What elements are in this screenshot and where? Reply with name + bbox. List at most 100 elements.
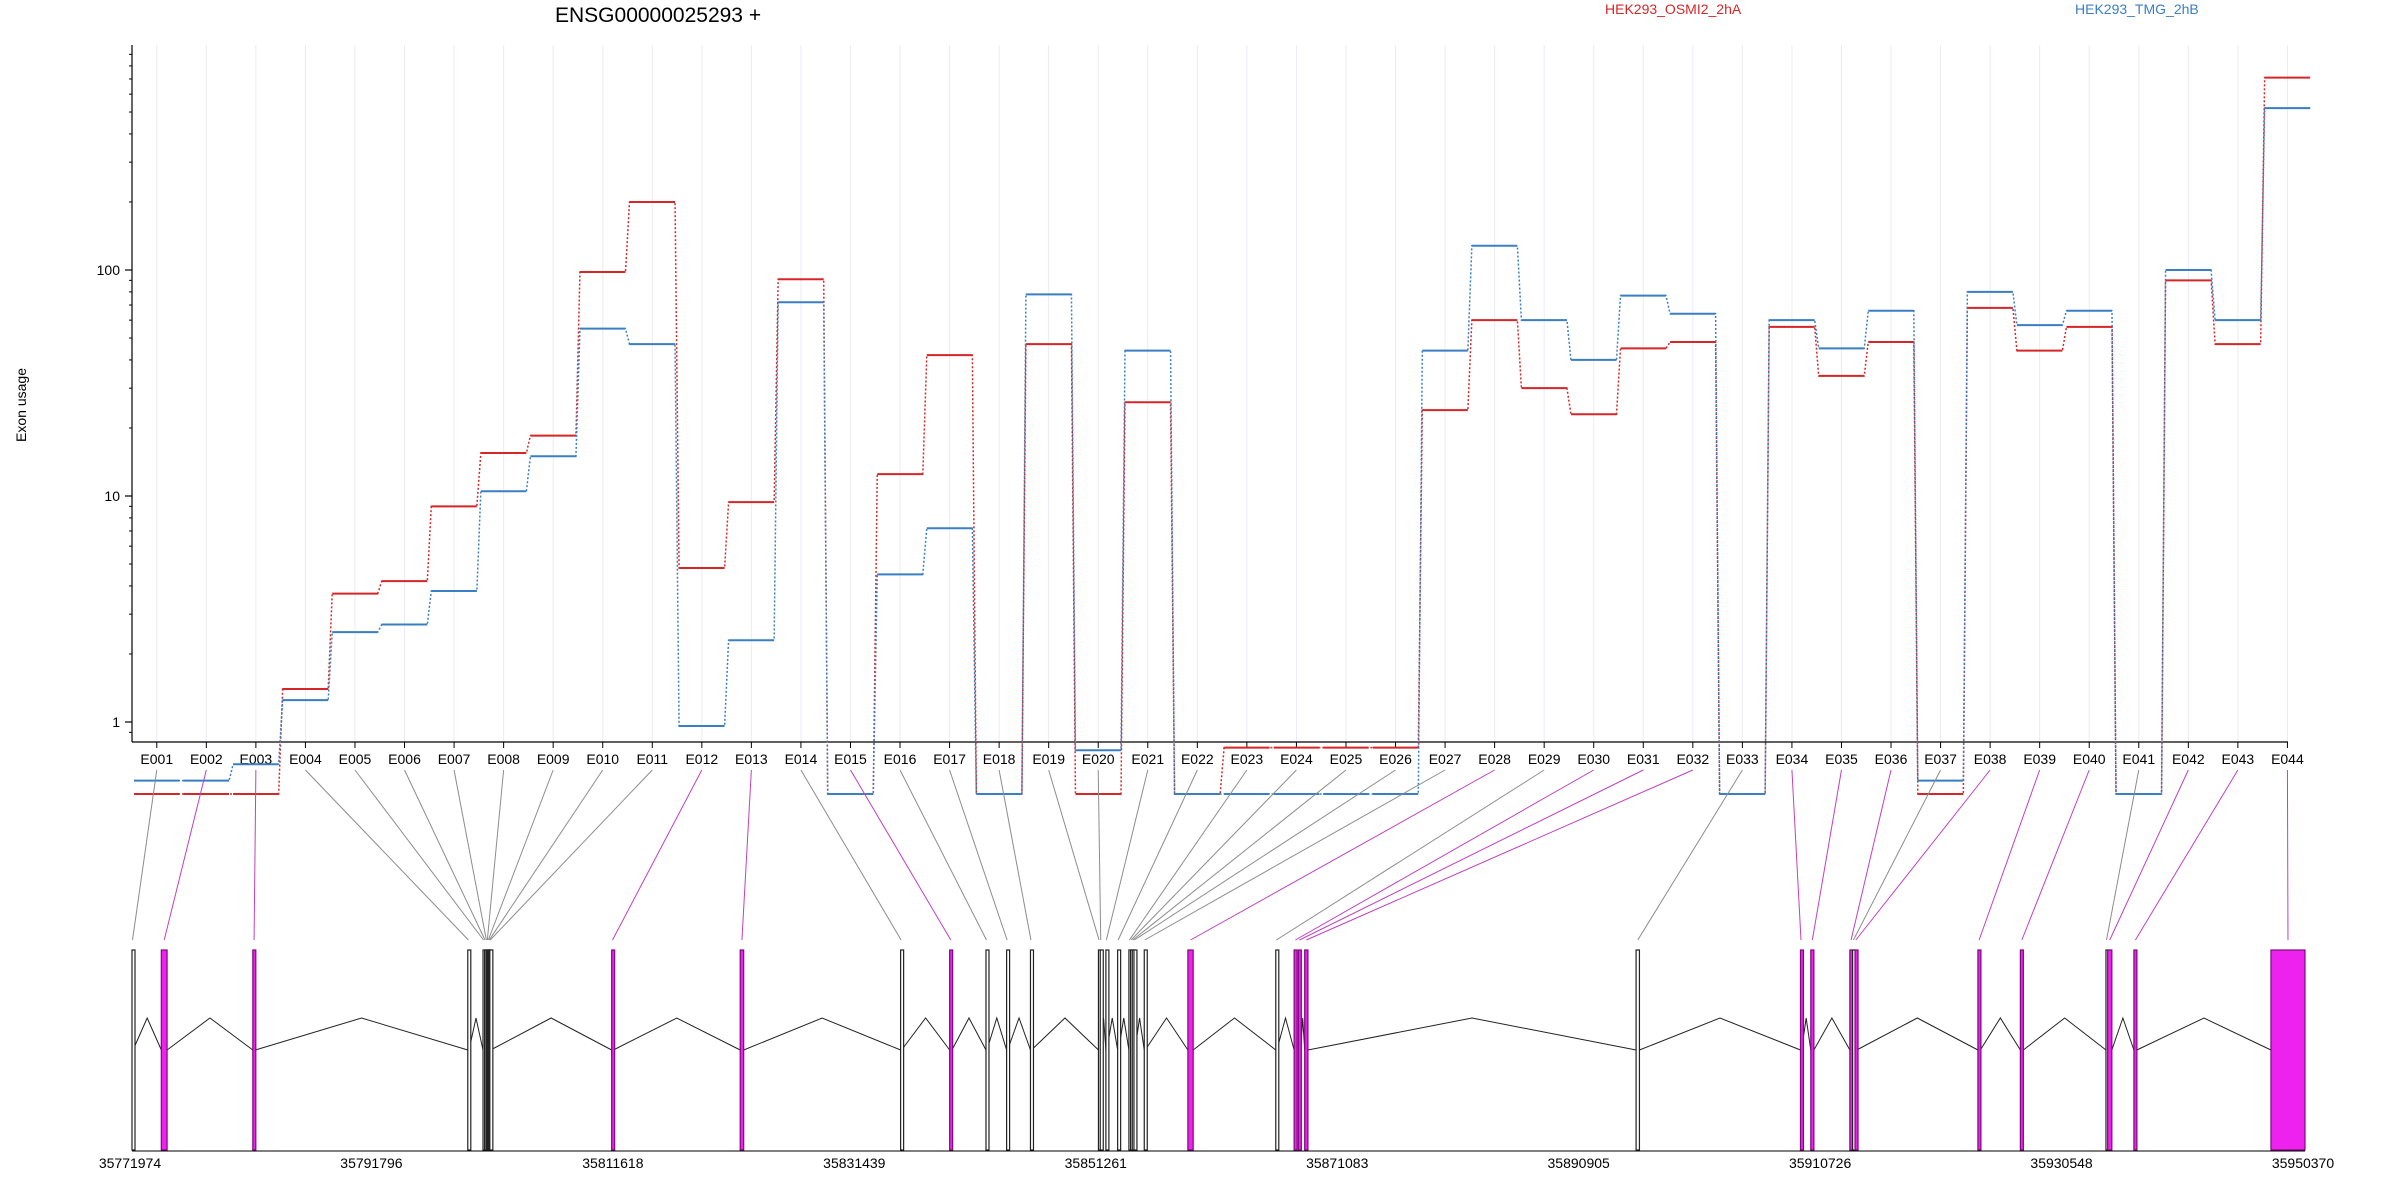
- exon-connector: [1144, 769, 1446, 941]
- gene-model: 35771974 35791796 35811618 35831439 35851261…: [99, 949, 2334, 1171]
- exon-connector: [1132, 769, 1347, 941]
- exon-box: [900, 949, 905, 1151]
- x-tick-label: E006: [388, 751, 421, 767]
- x-tick-label: E020: [1082, 751, 1115, 767]
- exon-box: [1187, 949, 1194, 1151]
- intron-line: [1813, 1016, 1851, 1051]
- intron-line: [132, 1016, 162, 1051]
- intron-line: [901, 1017, 951, 1051]
- x-tick-label: E018: [983, 751, 1016, 767]
- coordinate-label: 35890905: [1548, 1155, 1611, 1171]
- exon-box: [160, 949, 168, 1151]
- y-tick-label: 1: [112, 714, 120, 730]
- exon-box: [739, 949, 745, 1151]
- exon-box: [985, 949, 990, 1151]
- intron-line: [2111, 1016, 2135, 1051]
- series-osmi2: [134, 76, 2311, 796]
- x-tick-label: E027: [1429, 751, 1462, 767]
- intron-line: [613, 1017, 741, 1051]
- exon-connector: [2286, 769, 2289, 941]
- exon-connector: [132, 769, 158, 941]
- chart-title: ENSG00000025293 +: [555, 4, 761, 27]
- exon-connector: [1791, 769, 1802, 941]
- exon-connector: [612, 769, 703, 941]
- intron-line: [1031, 1017, 1099, 1051]
- x-tick-label: E002: [190, 751, 223, 767]
- intron-line: [1856, 1017, 1979, 1051]
- intron-line: [166, 1017, 254, 1051]
- exon-box: [1275, 949, 1280, 1151]
- x-tick-label: E009: [537, 751, 570, 767]
- exon-connector: [453, 769, 487, 941]
- x-tick-label: E032: [1676, 751, 1709, 767]
- exon-box: [1810, 949, 1815, 1151]
- exon-connector: [486, 769, 505, 941]
- exon-box: [1099, 949, 1104, 1151]
- x-tick-label: E007: [438, 751, 471, 767]
- coordinate-label: 35831439: [823, 1155, 886, 1171]
- exon-connector: [1853, 769, 1942, 941]
- exon-box: [1635, 949, 1641, 1151]
- x-tick-label: E040: [2073, 751, 2106, 767]
- x-tick-label: E012: [685, 751, 718, 767]
- x-tick-label: E023: [1231, 751, 1264, 767]
- exon-box: [949, 949, 954, 1151]
- exon-box: [1297, 949, 1302, 1151]
- exon-connector: [2106, 769, 2140, 941]
- exon-connector: [1295, 769, 1594, 941]
- exon-box: [1854, 949, 1859, 1151]
- intron-line: [1979, 1017, 2021, 1051]
- exon-box: [611, 949, 616, 1151]
- exon-box: [1143, 949, 1148, 1151]
- intron-line: [951, 1016, 987, 1051]
- x-tick-label: E016: [884, 751, 917, 767]
- exon-connector: [404, 769, 486, 941]
- exon-box: [2107, 949, 2113, 1151]
- exon-box: [1799, 949, 1805, 1151]
- exon-connector: [1811, 769, 1842, 941]
- intron-line: [1007, 1016, 1031, 1051]
- intron-line: [1192, 1017, 1277, 1051]
- x-tick-label: E044: [2271, 751, 2304, 767]
- x-tick-label: E030: [1577, 751, 1610, 767]
- x-tick-label: E026: [1379, 751, 1412, 767]
- exon-connector: [899, 769, 987, 941]
- coordinate-label: 35910726: [1789, 1155, 1852, 1171]
- exon-box: [1133, 949, 1138, 1151]
- legend-series-a: HEK293_OSMI2_2hA: [1605, 1, 1742, 17]
- exon-connector: [1276, 769, 1545, 941]
- y-tick-label: 100: [97, 262, 121, 278]
- exon-connector: [1130, 769, 1297, 941]
- x-tick-label: E028: [1478, 751, 1511, 767]
- exon-connector: [2134, 769, 2239, 941]
- intron-line: [1307, 1017, 1637, 1051]
- exon-box: [1029, 949, 1035, 1151]
- intron-line: [1144, 1017, 1189, 1051]
- x-tick-label: E043: [2222, 751, 2255, 767]
- intron-line: [2023, 1017, 2107, 1051]
- exon-connector: [998, 769, 1032, 941]
- x-tick-label: E015: [834, 751, 867, 767]
- exon-connector: [1306, 769, 1694, 941]
- exon-box: [1977, 949, 1982, 1151]
- intron-line: [1639, 1017, 1801, 1051]
- exon-connector: [1097, 769, 1102, 941]
- exon-connectors: [132, 769, 2289, 941]
- series-tmg: [134, 107, 2311, 796]
- exon-connector: [487, 769, 554, 941]
- x-tick-label: E022: [1181, 751, 1214, 767]
- exon-box: [1293, 949, 1298, 1151]
- x-tick-label: E013: [735, 751, 768, 767]
- exon-connector: [949, 769, 1008, 941]
- x-tick-label: E014: [785, 751, 818, 767]
- x-tick-label: E037: [1924, 751, 1957, 767]
- intron-line: [986, 1016, 1008, 1051]
- x-tick-label: E008: [487, 751, 520, 767]
- exon-connector: [800, 769, 902, 941]
- exon-box: [1006, 949, 1011, 1151]
- exon-connector: [1855, 769, 1991, 941]
- x-tick-label: E017: [933, 751, 966, 767]
- x-tick-label: E003: [240, 751, 273, 767]
- exon-connector: [1978, 769, 2041, 941]
